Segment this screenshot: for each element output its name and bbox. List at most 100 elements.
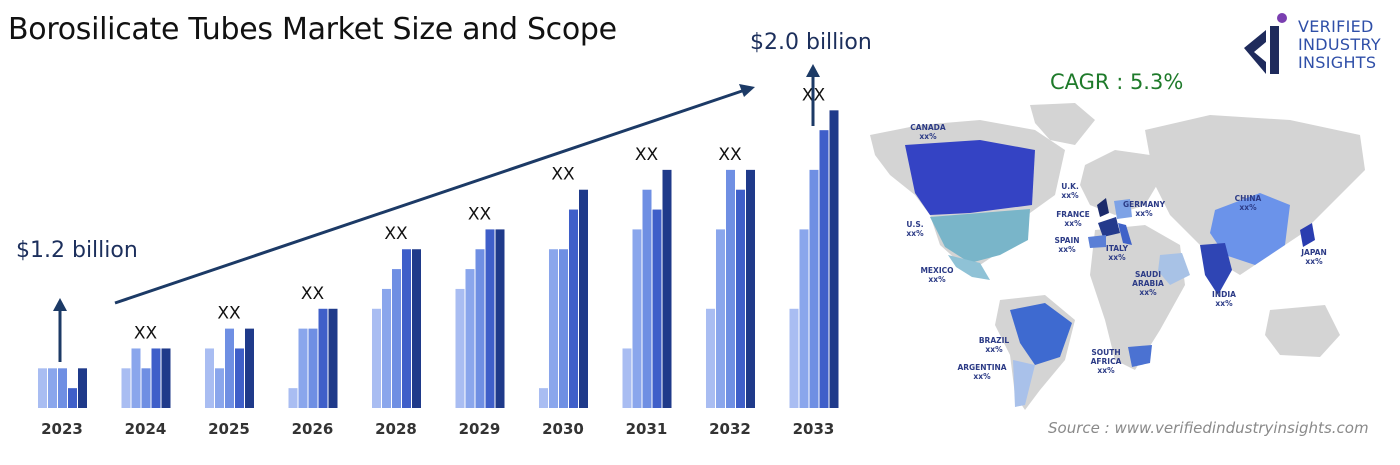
land-europe — [1080, 150, 1160, 215]
value-label-2026: XX — [301, 284, 325, 304]
start-arrow-head — [53, 298, 67, 311]
cagr-label: CAGR : 5.3% — [1050, 70, 1184, 94]
map-label-germany-value: xx% — [1135, 209, 1153, 218]
map-label-mexico: MEXICO — [920, 266, 953, 275]
region-spain — [1088, 235, 1106, 248]
bar-2028-s3 — [392, 269, 401, 408]
x-tick-label-2026: 2026 — [292, 420, 334, 438]
page-title: Borosilicate Tubes Market Size and Scope — [8, 12, 617, 47]
end-value-label: $2.0 billion — [750, 30, 872, 55]
bar-2024-s3 — [141, 368, 151, 408]
bar-2028-s2 — [382, 288, 391, 408]
bar-2033-s1 — [789, 308, 799, 408]
bar-2031-s4 — [652, 209, 662, 408]
company-logo: VERIFIED INDUSTRY INSIGHTS — [1236, 8, 1396, 80]
bar-2026-s1 — [288, 388, 298, 408]
bar-2023-s1 — [38, 368, 47, 408]
bar-2029-s5 — [495, 229, 505, 408]
bar-2030-s5 — [579, 189, 588, 408]
bar-2029-s2 — [465, 269, 475, 408]
map-label-canada: CANADA — [910, 123, 946, 132]
x-axis-labels: 2023 2024 2025 2026 2028 2029 2030 2031 2032 2033 — [41, 420, 834, 438]
region-us — [930, 209, 1030, 263]
bar-2032-s4 — [736, 189, 745, 408]
bar-2024-s4 — [151, 348, 161, 408]
map-label-germany: GERMANY — [1123, 200, 1166, 209]
bar-2023-s5 — [78, 368, 87, 408]
logo-text-line1: VERIFIED — [1298, 17, 1374, 36]
value-label-2029: XX — [468, 204, 492, 224]
bar-2032-s5 — [746, 169, 755, 408]
bar-2031-s5 — [662, 169, 672, 408]
map-label-india-value: xx% — [1215, 299, 1233, 308]
value-label-2024: XX — [134, 323, 158, 343]
logo-text-line2: INDUSTRY — [1298, 35, 1381, 54]
bar-2028-s5 — [412, 249, 421, 408]
bar-2025-s1 — [205, 348, 214, 408]
bar-2033-s4 — [819, 130, 829, 408]
x-tick-label-2023: 2023 — [41, 420, 83, 438]
map-label-saudi-arabia: ARABIA — [1132, 279, 1164, 288]
region-saudi-arabia — [1158, 253, 1190, 285]
bar-2029-s3 — [475, 249, 485, 408]
x-tick-label-2033: 2033 — [793, 420, 835, 438]
end-arrow-head — [806, 64, 820, 77]
map-label-saudi-arabia: SAUDI — [1135, 270, 1161, 279]
bar-2030-s3 — [559, 249, 568, 408]
map-label-france-value: xx% — [1064, 219, 1082, 228]
map-label-france: FRANCE — [1056, 210, 1090, 219]
value-label-2032: XX — [718, 145, 742, 165]
bar-2028-s4 — [402, 249, 411, 408]
bar-2031-s2 — [632, 229, 642, 408]
region-uk — [1097, 198, 1109, 217]
region-china — [1210, 193, 1290, 265]
region-mexico — [948, 255, 990, 280]
bar-2030-s1 — [539, 388, 548, 408]
region-germany — [1114, 199, 1132, 219]
value-labels: XXXXXXXXXXXXXXXXXX — [134, 85, 826, 343]
growth-arrow — [114, 88, 746, 305]
region-japan — [1300, 223, 1315, 247]
region-argentina — [1013, 360, 1035, 407]
value-label-2031: XX — [635, 145, 659, 165]
bar-2032-s1 — [706, 308, 715, 408]
value-label-2028: XX — [384, 224, 408, 244]
map-label-china: CHINA — [1235, 194, 1262, 203]
bar-2030-s4 — [569, 209, 578, 408]
map-label-u-k-: U.K. — [1061, 182, 1079, 191]
map-label-saudi-arabia-value: xx% — [1139, 288, 1157, 297]
region-south-africa — [1128, 345, 1152, 367]
bar-2025-s2 — [215, 368, 224, 408]
map-label-brazil: BRAZIL — [979, 336, 1010, 345]
map-label-italy-value: xx% — [1108, 253, 1126, 262]
map-label-japan-value: xx% — [1305, 257, 1323, 266]
value-label-2025: XX — [217, 304, 241, 324]
map-label-canada-value: xx% — [919, 132, 937, 141]
map-label-south-africa-value: xx% — [1097, 366, 1115, 375]
land-greenland — [1030, 103, 1095, 145]
bar-2026-s2 — [298, 328, 308, 408]
x-tick-label-2032: 2032 — [709, 420, 751, 438]
logo-text-line3: INSIGHTS — [1298, 53, 1377, 72]
bar-2023-s4 — [68, 388, 77, 408]
bar-2032-s2 — [716, 229, 725, 408]
logo-mark-icon — [1244, 13, 1287, 74]
start-value-label: $1.2 billion — [16, 238, 138, 263]
bar-2024-s5 — [161, 348, 171, 408]
map-label-mexico-value: xx% — [928, 275, 946, 284]
land-australia — [1265, 305, 1340, 357]
bar-2026-s5 — [328, 308, 338, 408]
map-label-spain-value: xx% — [1058, 245, 1076, 254]
x-tick-label-2030: 2030 — [542, 420, 584, 438]
bar-2025-s5 — [245, 328, 254, 408]
region-india — [1200, 243, 1232, 295]
bar-2029-s4 — [485, 229, 495, 408]
bar-2023-s2 — [48, 368, 57, 408]
x-tick-label-2025: 2025 — [208, 420, 250, 438]
x-tick-label-2028: 2028 — [375, 420, 417, 438]
map-label-china-value: xx% — [1239, 203, 1257, 212]
bar-2024-s1 — [121, 368, 131, 408]
growth-arrow-head — [739, 84, 755, 97]
map-label-u-s-: U.S. — [906, 220, 923, 229]
map-label-argentina-value: xx% — [973, 372, 991, 381]
